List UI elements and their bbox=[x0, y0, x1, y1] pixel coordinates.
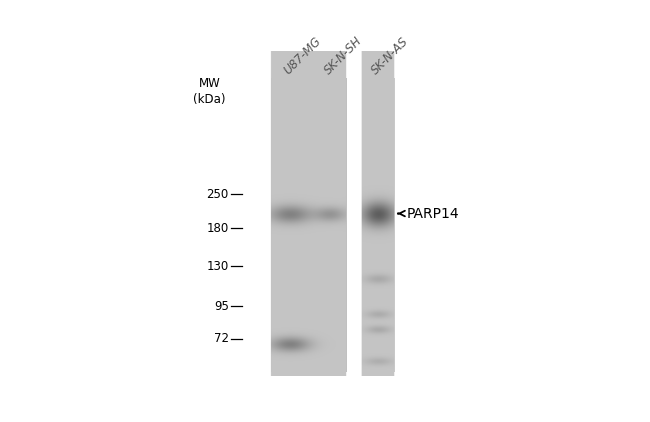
Bar bbox=[362, 78, 395, 372]
Text: 250: 250 bbox=[207, 188, 229, 201]
Text: 72: 72 bbox=[214, 332, 229, 345]
Text: SK-N-AS: SK-N-AS bbox=[369, 34, 411, 77]
Text: PARP14: PARP14 bbox=[406, 206, 459, 221]
Text: 130: 130 bbox=[207, 260, 229, 273]
Text: 95: 95 bbox=[214, 300, 229, 313]
Text: MW
(kDa): MW (kDa) bbox=[194, 77, 226, 106]
Text: SK-N-SH: SK-N-SH bbox=[321, 34, 365, 77]
Text: U87-MG: U87-MG bbox=[281, 34, 324, 77]
Text: 180: 180 bbox=[207, 222, 229, 235]
Bar bbox=[272, 78, 347, 372]
